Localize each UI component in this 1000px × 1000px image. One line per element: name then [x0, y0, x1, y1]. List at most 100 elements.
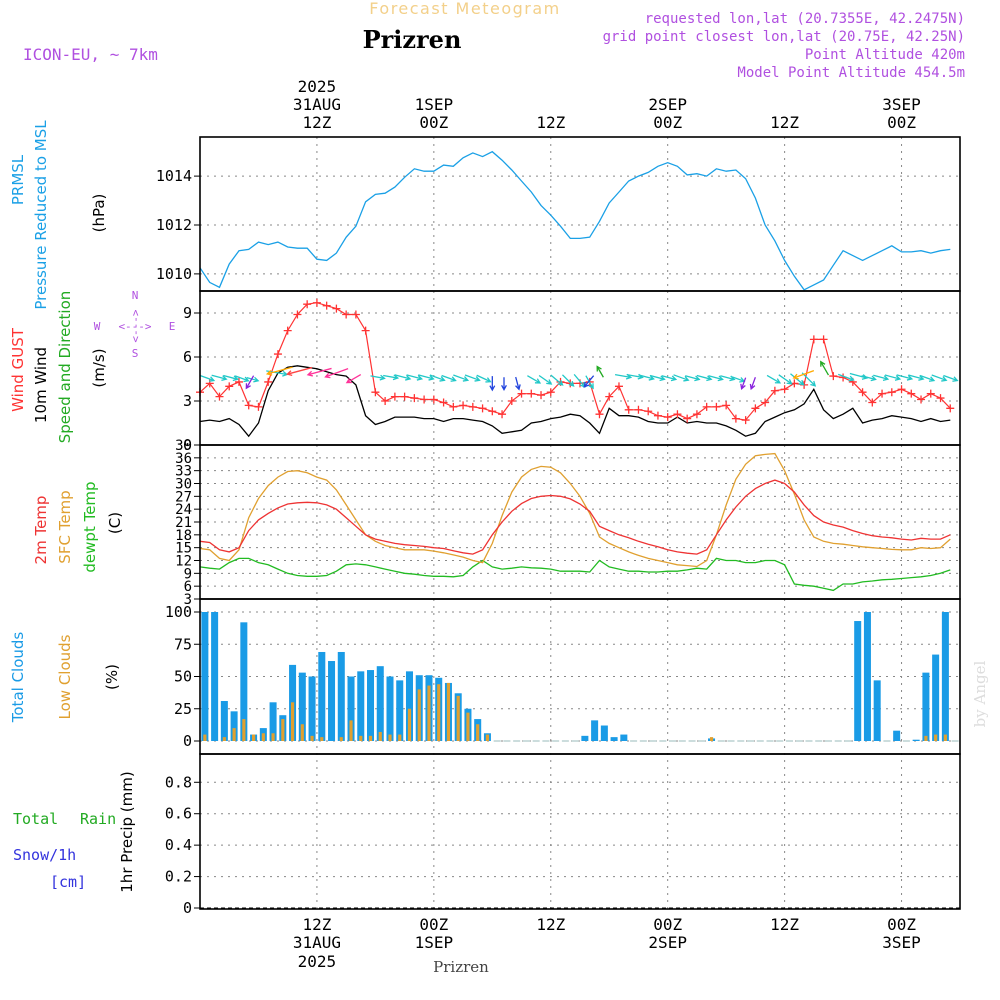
wind-gust-label: Wind GUST	[9, 327, 27, 412]
y-tick-label: 1010	[156, 265, 192, 283]
y-tick-label: 0.6	[165, 805, 192, 823]
y-tick-label: 36	[175, 451, 192, 467]
gust-marker	[712, 402, 721, 411]
top-date-label: 1SEP	[415, 95, 454, 114]
top-date-label: 31AUG	[293, 95, 341, 114]
wind-direction-arrow	[286, 366, 313, 376]
gust-marker	[537, 391, 546, 400]
low-cloud-bar	[427, 685, 431, 741]
wind-speed-direction-label: Speed and Direction	[56, 291, 74, 444]
wind-direction-arrow	[418, 374, 435, 381]
y-tick-label: 25	[174, 700, 192, 718]
y-tick-label: 0	[183, 436, 192, 454]
info-line: Model Point Altitude 454.5m	[737, 65, 965, 81]
wind-direction-arrow	[778, 374, 793, 385]
y-tick-label: 0.4	[165, 836, 192, 854]
wind-direction-arrow	[515, 376, 521, 391]
precip-snow-unit: [cm]	[50, 873, 86, 891]
wind-direction-arrow	[550, 374, 564, 386]
low-cloud-bar	[252, 734, 256, 741]
total-cloud-bar	[328, 661, 336, 741]
gust-marker	[303, 300, 312, 309]
compass-arrow-h: <--->	[118, 320, 151, 333]
gust-marker	[614, 382, 623, 391]
y-tick-label: 9	[183, 304, 192, 322]
low-cloud-bar	[300, 724, 304, 741]
low-cloud-bar	[261, 733, 265, 741]
bottom-time-label: 12Z	[770, 915, 799, 934]
wind-direction-arrow	[234, 375, 250, 383]
clouds-unit: (%)	[103, 664, 121, 690]
gust-marker	[917, 395, 926, 404]
compass-w: W	[94, 320, 101, 333]
y-tick-label: 1012	[156, 216, 192, 234]
total-cloud-bar	[211, 612, 219, 741]
y-tick-label: 15	[175, 541, 192, 557]
wind-direction-arrow	[908, 374, 925, 381]
bottom-time-label: 00Z	[887, 915, 916, 934]
gust-marker	[283, 326, 292, 335]
top-time-label: 12Z	[302, 113, 331, 132]
low-cloud-bar	[310, 735, 314, 741]
total-cloud-bar	[347, 676, 355, 741]
wind-direction-arrow	[370, 374, 386, 381]
bottom-date-label: 2SEP	[648, 933, 687, 952]
total-cloud-bar	[308, 676, 316, 741]
total-cloud-bar	[396, 680, 404, 741]
gust-marker	[410, 394, 419, 403]
gust-marker	[741, 416, 750, 425]
wind-direction-arrow	[792, 370, 815, 380]
subtitle: Forecast Meteogram	[369, 0, 560, 18]
gust-marker	[293, 310, 302, 319]
wind-direction-arrow	[394, 374, 412, 381]
wind-direction-arrow	[749, 377, 756, 391]
dewpt-label: dewpt Temp	[81, 481, 99, 572]
y-tick-label: 0.8	[165, 773, 192, 791]
wind-direction-arrow	[223, 374, 239, 382]
low-cloud-bar	[485, 734, 490, 741]
gust-marker	[390, 392, 399, 401]
wind-direction-arrow	[596, 365, 604, 378]
gust-marker	[312, 298, 321, 307]
pressure-panel: 1010 1012 1014	[156, 150, 960, 291]
wind-direction-arrow	[861, 375, 877, 382]
wind-direction-arrow	[527, 375, 542, 384]
gust-marker	[381, 397, 390, 405]
gust-marker	[517, 389, 526, 398]
wind-direction-arrow	[306, 367, 332, 377]
top-time-label: 12Z	[770, 113, 799, 132]
wind-10m-label: 10m Wind	[32, 347, 50, 423]
wind-direction-arrow	[673, 374, 690, 382]
low-cloud-bar	[359, 735, 363, 741]
temp2m-line	[199, 479, 951, 555]
total-cloud-bar	[610, 737, 618, 741]
wind-direction-arrow	[919, 374, 936, 382]
gust-marker	[819, 335, 828, 344]
low-clouds-label: Low Clouds	[56, 634, 74, 719]
wind-direction-arrow	[489, 376, 496, 392]
grid-lines	[316, 137, 903, 909]
gust-marker	[858, 388, 867, 397]
y-tick-label: 0.2	[165, 868, 192, 886]
bottom-time-label: 00Z	[653, 915, 682, 934]
gust-marker	[926, 389, 935, 398]
y-tick-label: 50	[174, 668, 192, 686]
wind-direction-arrow	[685, 375, 701, 382]
bottom-time-label: 00Z	[419, 915, 448, 934]
low-cloud-bar	[446, 682, 451, 741]
wind-direction-arrow	[873, 374, 890, 381]
gust-marker	[527, 389, 536, 398]
gust-marker	[897, 385, 906, 394]
gust-marker	[770, 386, 779, 395]
top-year-label: 2025	[298, 77, 337, 96]
precip-panel: 0 0.2 0.4 0.6 0.8	[165, 773, 960, 917]
top-time-label: 00Z	[653, 113, 682, 132]
gust-marker	[429, 395, 438, 404]
wind-direction-arrow	[801, 372, 817, 387]
info-line: Point Altitude 420m	[805, 47, 965, 63]
total-cloud-bar	[367, 670, 375, 741]
info-line: requested lon,lat (20.7355E, 42.2475N)	[645, 11, 965, 27]
temp-unit: (C)	[106, 512, 124, 534]
wind-direction-arrow	[383, 374, 400, 381]
top-time-label: 00Z	[887, 113, 916, 132]
